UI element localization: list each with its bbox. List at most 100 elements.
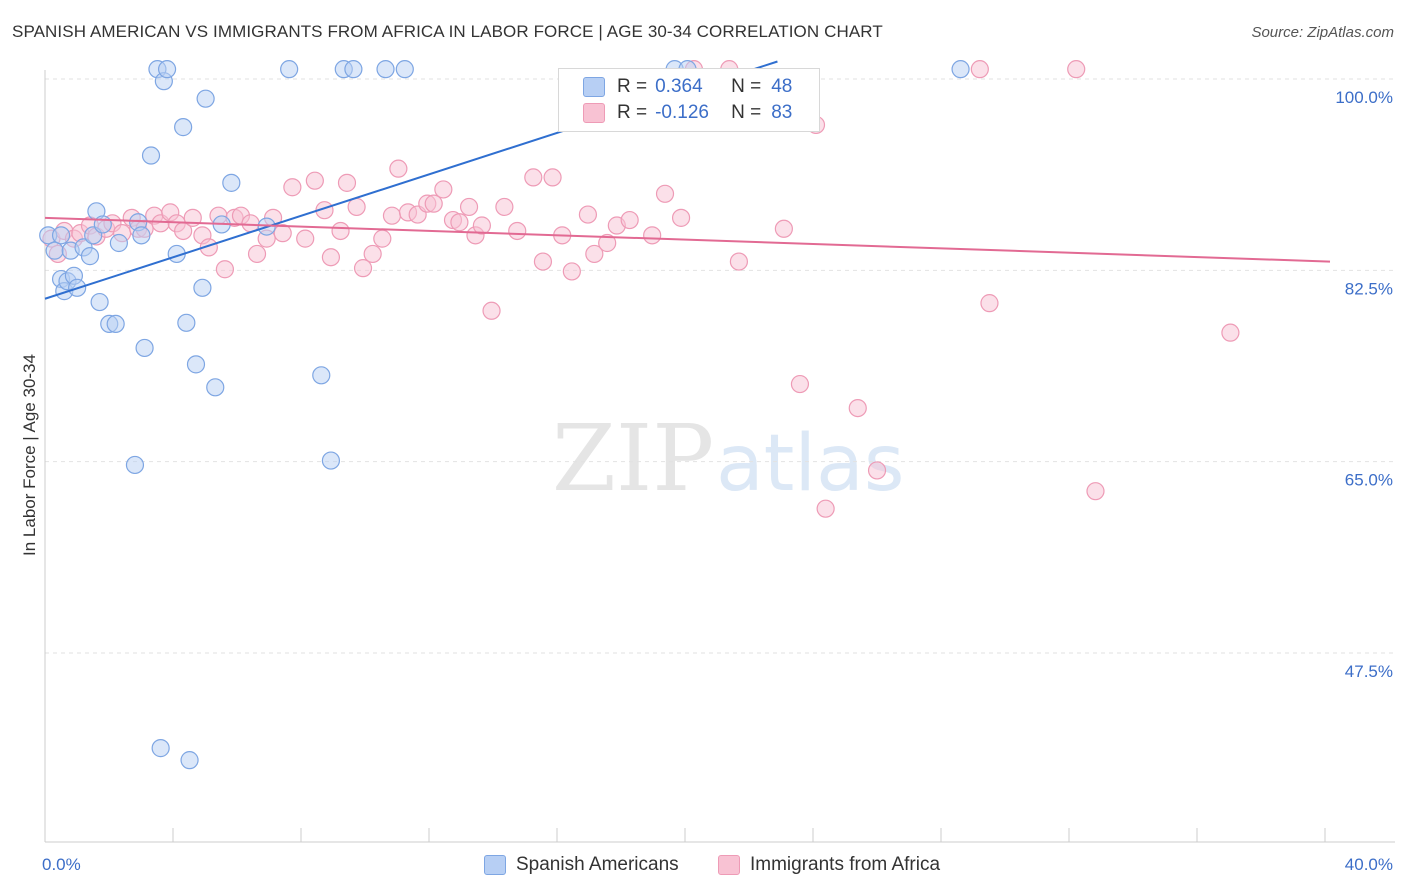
data-point-immigrants-from-africa — [347, 197, 366, 217]
data-point-immigrants-from-africa — [643, 226, 662, 245]
data-point-immigrants-from-africa — [331, 221, 350, 241]
y-tick-label: 65.0% — [1345, 471, 1393, 490]
data-point-immigrants-from-africa — [283, 178, 302, 197]
data-point-immigrants-from-africa — [980, 294, 999, 313]
data-point-spanish-americans — [376, 60, 395, 79]
data-point-immigrants-from-africa — [247, 244, 267, 264]
data-point-spanish-americans — [312, 366, 331, 385]
legend-row-immigrants-from-africa: R = -0.126 N = 83 — [583, 100, 792, 126]
grid-lines — [45, 78, 1395, 654]
data-point-immigrants-from-africa — [450, 213, 469, 232]
data-point-spanish-americans — [93, 215, 112, 234]
data-point-spanish-americans — [395, 60, 414, 79]
data-point-spanish-americans — [344, 60, 363, 79]
x-tick-labels: 0.0% 40.0% — [42, 855, 1393, 874]
x-tick-label: 0.0% — [42, 855, 81, 874]
data-point-spanish-americans — [80, 247, 100, 266]
data-point-immigrants-from-africa — [1086, 482, 1105, 501]
data-point-spanish-americans — [125, 455, 145, 475]
data-point-immigrants-from-africa — [199, 238, 218, 257]
data-point-spanish-americans — [180, 751, 199, 770]
data-point-immigrants-from-africa — [1221, 323, 1240, 342]
data-point-immigrants-from-africa — [472, 216, 491, 235]
chart-source: Source: ZipAtlas.com — [1251, 24, 1394, 41]
data-point-spanish-americans — [196, 89, 215, 108]
data-point-spanish-americans — [177, 313, 196, 332]
data-point-immigrants-from-africa — [790, 374, 810, 394]
data-point-spanish-americans — [280, 60, 299, 79]
watermark-logo: ZIP atlas — [552, 405, 905, 512]
data-point-immigrants-from-africa — [382, 206, 402, 225]
data-point-immigrants-from-africa — [434, 180, 453, 199]
data-point-immigrants-from-africa — [363, 244, 382, 264]
legend-n-label: N = — [731, 102, 762, 123]
axes — [44, 70, 1395, 843]
legend-r-value: 0.364 — [655, 76, 703, 97]
data-point-immigrants-from-africa — [373, 229, 392, 248]
data-point-spanish-americans — [45, 241, 64, 260]
trend-line-immigrants-from-africa — [44, 216, 1331, 263]
data-point-spanish-americans — [157, 60, 177, 79]
x-tick-label: 40.0% — [1345, 855, 1393, 874]
data-point-spanish-americans — [151, 739, 170, 758]
data-point-immigrants-from-africa — [620, 210, 639, 230]
series-legend-swatch-pink — [718, 855, 740, 875]
series-spanish-americans-points — [39, 60, 970, 770]
data-point-immigrants-from-africa — [598, 233, 617, 253]
y-tick-labels: 100.0% 82.5% 65.0% 47.5% — [1335, 88, 1393, 681]
data-point-spanish-americans — [132, 226, 151, 245]
legend-r-label: R = — [617, 102, 648, 123]
data-point-immigrants-from-africa — [533, 252, 553, 271]
data-point-immigrants-from-africa — [524, 168, 543, 187]
data-point-immigrants-from-africa — [296, 229, 315, 248]
y-tick-label: 47.5% — [1345, 662, 1393, 681]
data-point-spanish-americans — [51, 226, 71, 245]
chart-title: SPANISH AMERICAN VS IMMIGRANTS FROM AFRI… — [12, 22, 883, 41]
data-point-immigrants-from-africa — [671, 208, 691, 227]
legend-n-label: N = — [731, 76, 762, 97]
legend-r-label: R = — [617, 76, 648, 97]
data-point-immigrants-from-africa — [321, 248, 341, 267]
data-point-immigrants-from-africa — [508, 221, 527, 241]
data-point-spanish-americans — [109, 233, 128, 253]
data-point-spanish-americans — [174, 118, 193, 137]
data-point-immigrants-from-africa — [729, 252, 749, 271]
legend-swatch-pink — [583, 103, 605, 123]
data-point-spanish-americans — [222, 173, 241, 192]
data-point-immigrants-from-africa — [848, 398, 867, 418]
legend-row-spanish-americans: R = 0.364 N = 48 — [583, 74, 792, 100]
data-point-spanish-americans — [321, 451, 341, 470]
data-point-spanish-americans — [206, 378, 225, 397]
series-legend: Spanish Americans Immigrants from Africa — [0, 852, 1406, 878]
series-legend-label: Spanish Americans — [516, 854, 679, 875]
data-point-immigrants-from-africa — [215, 260, 234, 279]
data-point-immigrants-from-africa — [389, 159, 408, 178]
data-point-immigrants-from-africa — [482, 301, 501, 320]
data-point-immigrants-from-africa — [305, 171, 324, 190]
legend-r-value: -0.126 — [655, 102, 709, 123]
data-point-immigrants-from-africa — [1067, 60, 1086, 79]
data-point-immigrants-from-africa — [655, 184, 675, 203]
data-point-immigrants-from-africa — [774, 219, 793, 238]
data-point-immigrants-from-africa — [543, 168, 562, 187]
correlation-legend: R = 0.364 N = 48 R = -0.126 N = 83 — [558, 68, 820, 132]
y-tick-label: 100.0% — [1335, 88, 1393, 107]
data-point-immigrants-from-africa — [585, 244, 604, 264]
data-point-immigrants-from-africa — [273, 224, 292, 243]
y-tick-label: 82.5% — [1345, 279, 1393, 298]
data-point-immigrants-from-africa — [337, 173, 357, 192]
data-point-spanish-americans — [951, 60, 970, 79]
data-point-spanish-americans — [186, 355, 206, 374]
y-axis-title: In Labor Force | Age 30-34 — [20, 354, 39, 556]
watermark-zip: ZIP — [552, 405, 714, 512]
data-point-spanish-americans — [193, 278, 212, 297]
series-legend-item-immigrants-from-africa: Immigrants from Africa — [718, 852, 940, 878]
data-point-immigrants-from-africa — [578, 205, 598, 224]
data-point-immigrants-from-africa — [495, 197, 514, 217]
data-point-immigrants-from-africa — [970, 60, 989, 79]
series-legend-label: Immigrants from Africa — [750, 854, 941, 875]
data-point-spanish-americans — [106, 314, 125, 334]
data-point-immigrants-from-africa — [459, 197, 479, 217]
data-point-spanish-americans — [141, 146, 161, 165]
